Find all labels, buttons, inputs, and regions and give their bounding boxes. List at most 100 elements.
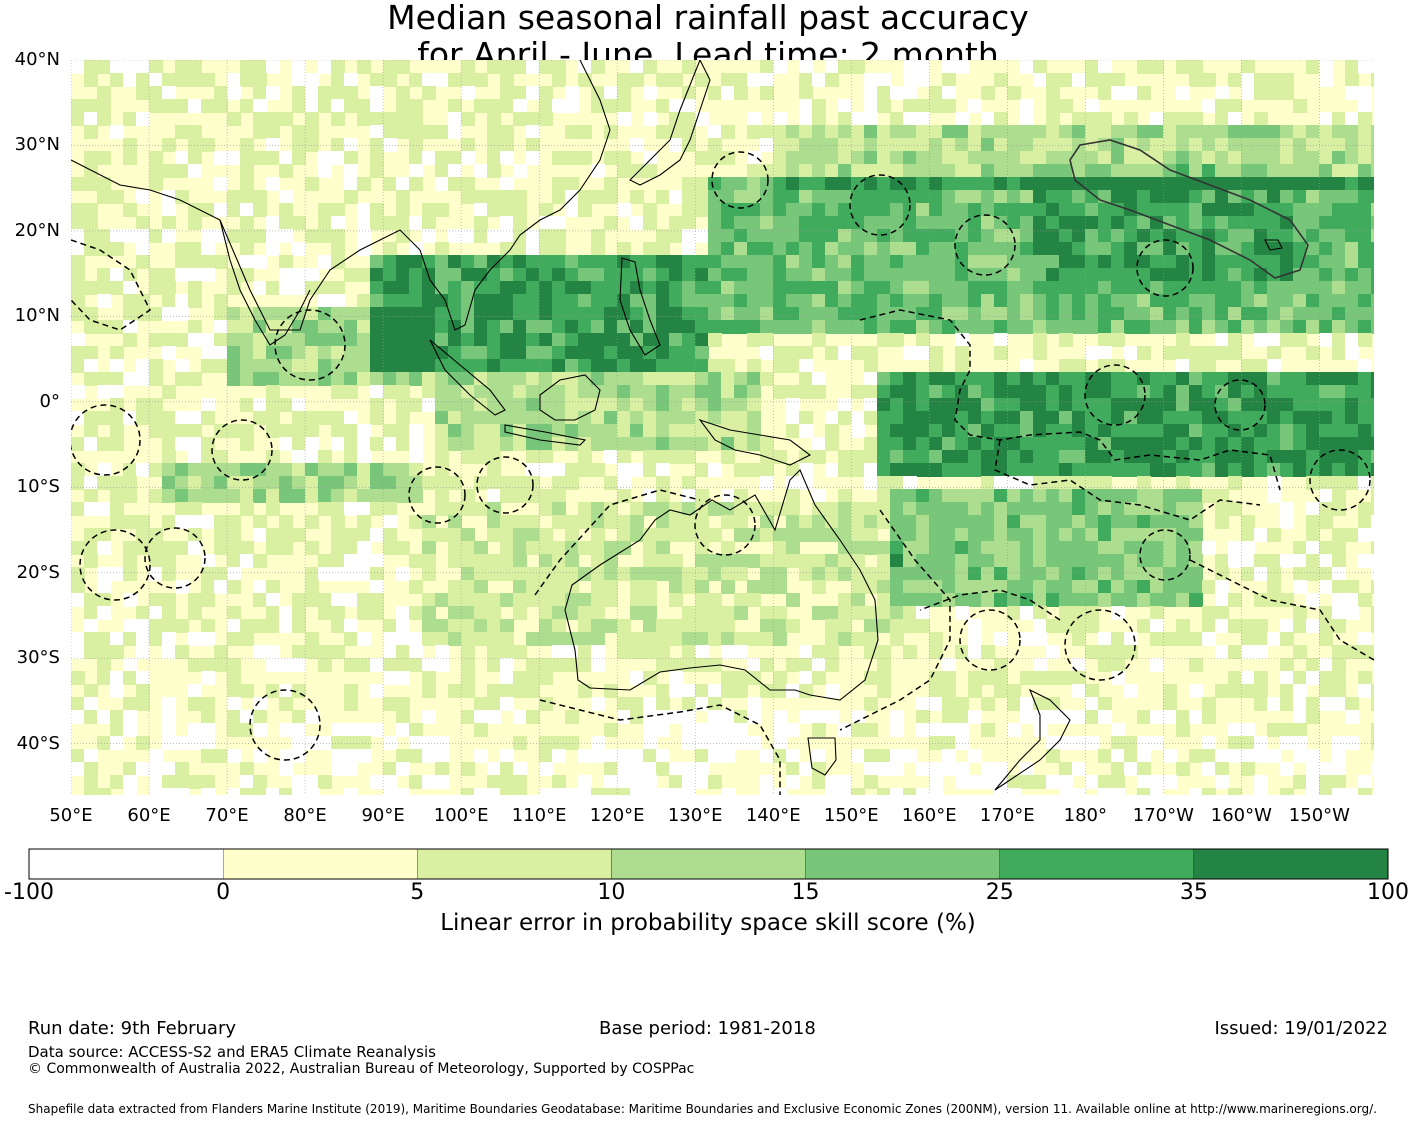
- skill-cell: [981, 450, 995, 464]
- skill-cell: [981, 398, 995, 412]
- skill-cell: [461, 424, 475, 438]
- skill-cell: [994, 255, 1008, 269]
- skill-cell: [1319, 242, 1333, 256]
- skill-cell: [747, 203, 761, 217]
- skill-cell: [916, 216, 930, 230]
- skill-cell: [1007, 515, 1021, 529]
- skill-cell: [331, 294, 345, 308]
- skill-cell: [682, 333, 696, 347]
- skill-cell: [97, 437, 111, 451]
- skill-cell: [864, 372, 878, 386]
- skill-cell: [851, 164, 865, 178]
- skill-cell: [994, 307, 1008, 321]
- skill-cell: [110, 190, 124, 204]
- skill-cell: [1254, 164, 1268, 178]
- skill-cell: [240, 333, 254, 347]
- skill-cell: [461, 502, 475, 516]
- skill-cell: [253, 151, 267, 165]
- skill-cell: [1033, 333, 1047, 347]
- skill-cell: [695, 281, 709, 295]
- skill-cell: [162, 476, 176, 490]
- skill-cell: [526, 437, 540, 451]
- skill-cell: [539, 541, 553, 555]
- skill-cell: [292, 437, 306, 451]
- skill-cell: [1020, 463, 1034, 477]
- skill-cell: [695, 554, 709, 568]
- skill-cell: [1072, 372, 1086, 386]
- skill-cell: [760, 528, 774, 542]
- japan-coastline: [629, 60, 711, 186]
- skill-cell: [149, 424, 163, 438]
- skill-cell: [643, 450, 657, 464]
- skill-cell: [1176, 762, 1190, 776]
- skill-cell: [266, 684, 280, 698]
- skill-cell: [227, 632, 241, 646]
- skill-cell: [1280, 398, 1294, 412]
- skill-cell: [513, 333, 527, 347]
- skill-cell: [825, 229, 839, 243]
- skill-cell: [318, 60, 332, 74]
- skill-cell: [292, 73, 306, 87]
- skill-cell: [240, 151, 254, 165]
- skill-cell: [1176, 424, 1190, 438]
- skill-cell: [1150, 411, 1164, 425]
- skill-cell: [708, 437, 722, 451]
- lat-label: 10°S: [16, 476, 60, 498]
- skill-cell: [396, 632, 410, 646]
- skill-cell: [942, 86, 956, 100]
- skill-cell: [487, 632, 501, 646]
- skill-cell: [214, 346, 228, 360]
- skill-cell: [695, 151, 709, 165]
- skill-cell: [565, 151, 579, 165]
- skill-cell: [357, 203, 371, 217]
- skill-cell: [71, 567, 85, 581]
- skill-cell: [1163, 177, 1177, 191]
- skill-cell: [188, 203, 202, 217]
- skill-cell: [474, 632, 488, 646]
- skill-cell: [1072, 489, 1086, 503]
- skill-cell: [708, 385, 722, 399]
- lon-label: 110°E: [511, 805, 567, 826]
- skill-cell: [1020, 671, 1034, 685]
- skill-cell: [1033, 268, 1047, 282]
- skill-cell: [1085, 229, 1099, 243]
- skill-cell: [84, 554, 98, 568]
- skill-cell: [435, 762, 449, 776]
- skill-cell: [409, 255, 423, 269]
- skill-cell: [1319, 255, 1333, 269]
- skill-cell: [526, 60, 540, 74]
- skill-cell: [422, 671, 436, 685]
- skill-cell: [799, 242, 813, 256]
- skill-cell: [604, 190, 618, 204]
- skill-cell: [708, 359, 722, 373]
- skill-cell: [1163, 593, 1177, 607]
- skill-cell: [786, 268, 800, 282]
- skill-cell: [435, 268, 449, 282]
- skill-cell: [1111, 723, 1125, 737]
- skill-cell: [669, 359, 683, 373]
- skill-cell: [669, 294, 683, 308]
- skill-cell: [552, 190, 566, 204]
- skill-cell: [617, 268, 631, 282]
- skill-cell: [110, 411, 124, 425]
- skill-cell: [149, 268, 163, 282]
- skill-cell: [422, 307, 436, 321]
- skill-cell: [201, 736, 215, 750]
- skill-cell: [136, 216, 150, 230]
- skill-cell: [1215, 437, 1229, 451]
- skill-cell: [825, 307, 839, 321]
- skill-cell: [370, 437, 384, 451]
- skill-cell: [955, 736, 969, 750]
- skill-cell: [474, 411, 488, 425]
- skill-cell: [266, 450, 280, 464]
- skill-cell: [149, 151, 163, 165]
- skill-cell: [682, 788, 696, 795]
- skill-cell: [1254, 359, 1268, 373]
- skill-cell: [942, 567, 956, 581]
- skill-cell: [799, 229, 813, 243]
- skill-cell: [1033, 151, 1047, 165]
- skill-cell: [435, 372, 449, 386]
- skill-cell: [1241, 60, 1255, 74]
- skill-cell: [786, 138, 800, 152]
- skill-cell: [1176, 619, 1190, 633]
